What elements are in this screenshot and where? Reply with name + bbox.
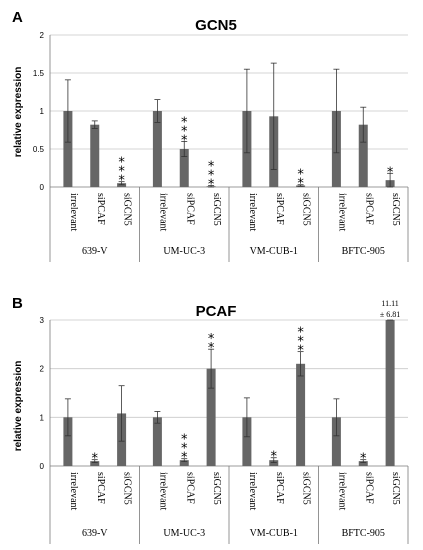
bar bbox=[385, 320, 395, 466]
value-annotation: 11.11 bbox=[381, 299, 398, 308]
bar bbox=[63, 417, 73, 466]
category-label: irrelevant bbox=[336, 472, 347, 511]
significance-star: * bbox=[271, 450, 278, 465]
bar bbox=[269, 460, 279, 466]
plot-area: 0 1 2 3 639-V irrelevant siPCAF * siGCN5 UM-UC-3 i… bbox=[40, 299, 409, 544]
significance-star: * bbox=[181, 133, 188, 148]
category-label: siGCN5 bbox=[390, 193, 401, 226]
y-axis-label: relative expression bbox=[13, 67, 24, 158]
y-tick-label: 2 bbox=[40, 365, 45, 374]
category-label: siPCAF bbox=[95, 472, 106, 504]
significance-star: * bbox=[297, 326, 304, 341]
chart-panel-gcn5: A GCN5 relative expression 0 0.5 1 1.5 2 639-… bbox=[12, 9, 409, 262]
group-label: BFTC-905 bbox=[342, 528, 385, 539]
category-label: siPCAF bbox=[274, 193, 285, 225]
y-tick-label: 1.5 bbox=[33, 69, 45, 78]
panel-letter: B bbox=[12, 295, 23, 312]
bar bbox=[179, 460, 189, 466]
significance-star: * bbox=[208, 332, 215, 347]
significance-star: * bbox=[297, 335, 304, 350]
y-axis-label: relative expression bbox=[13, 361, 24, 452]
panel-letter: A bbox=[12, 9, 23, 26]
category-label: siPCAF bbox=[95, 193, 106, 225]
category-label: siGCN5 bbox=[122, 193, 133, 226]
bar bbox=[90, 124, 100, 187]
category-label: siPCAF bbox=[274, 472, 285, 504]
significance-star: * bbox=[208, 341, 215, 356]
significance-star: * bbox=[297, 177, 304, 192]
significance-star: * bbox=[118, 174, 125, 189]
group-label: UM-UC-3 bbox=[163, 528, 205, 539]
category-label: siGCN5 bbox=[211, 193, 222, 226]
bar bbox=[152, 111, 162, 187]
category-label: irrelevant bbox=[157, 472, 168, 511]
y-tick-label: 3 bbox=[40, 316, 45, 325]
category-label: irrelevant bbox=[157, 193, 168, 232]
bar bbox=[179, 149, 189, 187]
category-label: irrelevant bbox=[247, 193, 258, 232]
significance-star: * bbox=[208, 159, 215, 174]
bar bbox=[296, 363, 306, 466]
y-tick-label: 2 bbox=[40, 31, 45, 40]
chart-title: GCN5 bbox=[195, 17, 237, 34]
significance-star: * bbox=[92, 452, 99, 467]
bar bbox=[90, 461, 100, 466]
category-label: siGCN5 bbox=[301, 193, 312, 226]
category-label: siPCAF bbox=[184, 193, 195, 225]
significance-star: * bbox=[387, 165, 394, 180]
bar bbox=[63, 111, 73, 187]
significance-star: * bbox=[181, 451, 188, 466]
category-label: siPCAF bbox=[363, 193, 374, 225]
significance-star: * bbox=[208, 168, 215, 183]
y-tick-label: 1 bbox=[40, 413, 45, 422]
significance-star: * bbox=[297, 344, 304, 359]
category-label: siPCAF bbox=[184, 472, 195, 504]
bar bbox=[358, 124, 368, 187]
category-label: siGCN5 bbox=[390, 472, 401, 505]
category-label: irrelevant bbox=[247, 472, 258, 511]
category-label: irrelevant bbox=[68, 193, 79, 232]
group-label: 639-V bbox=[82, 528, 108, 539]
value-annotation: ± 6.81 bbox=[380, 310, 400, 319]
category-label: siPCAF bbox=[363, 472, 374, 504]
group-label: VM-CUB-1 bbox=[250, 246, 298, 257]
bar bbox=[331, 417, 341, 466]
y-tick-label: 1 bbox=[40, 107, 45, 116]
category-label: siGCN5 bbox=[301, 472, 312, 505]
group-label: BFTC-905 bbox=[342, 246, 385, 257]
y-tick-label: 0 bbox=[40, 183, 45, 192]
significance-star: * bbox=[118, 156, 125, 171]
significance-star: * bbox=[181, 442, 188, 457]
significance-star: * bbox=[181, 433, 188, 448]
bar bbox=[152, 417, 162, 466]
significance-star: * bbox=[360, 452, 367, 467]
group-label: VM-CUB-1 bbox=[250, 528, 298, 539]
category-label: siGCN5 bbox=[211, 472, 222, 505]
category-label: irrelevant bbox=[68, 472, 79, 511]
significance-star: * bbox=[181, 124, 188, 139]
group-label: UM-UC-3 bbox=[163, 246, 205, 257]
significance-star: * bbox=[208, 177, 215, 192]
chart-panel-pcaf: B PCAF relative expression 0 1 2 3 639-V irre… bbox=[12, 295, 409, 544]
y-tick-label: 0.5 bbox=[33, 145, 45, 154]
bar bbox=[242, 417, 252, 466]
significance-star: * bbox=[118, 165, 125, 180]
category-label: siGCN5 bbox=[122, 472, 133, 505]
significance-star: * bbox=[297, 168, 304, 183]
bar bbox=[358, 461, 368, 466]
chart-title: PCAF bbox=[196, 303, 237, 320]
y-tick-label: 0 bbox=[40, 462, 45, 471]
category-label: irrelevant bbox=[336, 193, 347, 232]
group-label: 639-V bbox=[82, 246, 108, 257]
significance-star: * bbox=[181, 115, 188, 130]
bar bbox=[206, 368, 216, 466]
